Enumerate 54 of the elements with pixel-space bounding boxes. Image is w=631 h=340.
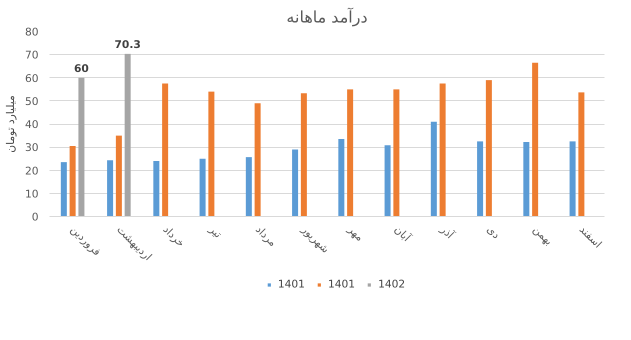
x-tick-label: اردیبهشت <box>114 222 155 264</box>
x-tick-label: مرداد <box>253 222 280 250</box>
x-tick-label: دی <box>484 222 503 242</box>
x-tick-label: آذر <box>437 221 458 242</box>
bar <box>70 146 76 216</box>
data-label: 70.3 <box>114 38 141 51</box>
y-tick-label: 40 <box>24 118 39 131</box>
y-tick-label: 50 <box>24 94 39 108</box>
bar <box>162 84 168 216</box>
bar <box>578 92 584 216</box>
legend-label: 1401 <box>278 278 305 290</box>
bar <box>440 84 446 216</box>
bar <box>486 80 492 216</box>
bar <box>532 62 538 216</box>
bar <box>347 89 354 216</box>
y-tick-label: 10 <box>24 187 39 200</box>
bar <box>338 139 344 216</box>
x-tick-label: فروردین <box>68 222 104 258</box>
x-tick-label: مهر <box>344 222 366 244</box>
legend-label: 1402 <box>378 278 406 290</box>
x-tick-label: بهمن <box>530 222 556 248</box>
bar <box>292 149 298 216</box>
chart-title: درآمد ماهانه <box>286 6 368 26</box>
x-tick-label: خرداد <box>160 222 188 250</box>
y-tick-label: 60 <box>24 72 39 85</box>
bar <box>200 158 206 216</box>
bar <box>430 122 437 216</box>
y-tick-label: 0 <box>32 210 39 224</box>
bar <box>116 136 122 216</box>
y-tick-label: 70 <box>24 48 39 62</box>
y-axis-title: میلیارد تومان <box>4 95 17 153</box>
x-tick-label: تیر <box>206 222 225 241</box>
bar <box>300 93 307 216</box>
bar <box>208 92 214 216</box>
x-tick-label: شهریور <box>298 222 332 256</box>
x-tick-label: اسفند <box>576 222 604 251</box>
bar <box>60 162 67 216</box>
bar <box>107 160 114 216</box>
bar <box>570 141 576 216</box>
bar <box>78 78 84 216</box>
bar <box>153 161 160 216</box>
bar <box>254 103 261 216</box>
bar <box>393 89 400 216</box>
y-tick-label: 30 <box>24 141 39 154</box>
bar <box>523 142 530 216</box>
data-label: 60 <box>74 62 89 75</box>
bar <box>384 145 391 216</box>
y-tick-label: 20 <box>24 164 39 178</box>
bar <box>246 157 252 216</box>
y-tick-label: 80 <box>24 26 39 38</box>
x-tick-label: آبان <box>392 222 414 245</box>
bar <box>124 54 131 216</box>
bar <box>477 141 484 216</box>
legend-label: 1401 <box>328 278 356 290</box>
